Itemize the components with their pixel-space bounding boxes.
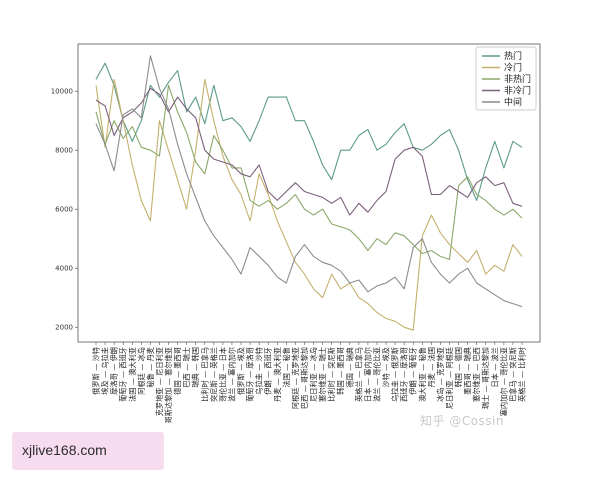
x-tick-label: 瑞士 — 哥斯达黎加 bbox=[481, 347, 490, 409]
x-tick-label: 澳大利亚 — 秘鲁 bbox=[418, 347, 427, 402]
y-tick-label: 10000 bbox=[51, 88, 73, 96]
y-tick-label: 6000 bbox=[55, 206, 73, 214]
x-tick-label: 德国 — 瑞典 bbox=[345, 347, 354, 388]
x-tick-label: 哥伦比亚 — 日本 bbox=[218, 347, 227, 402]
x-tick-label: 日本 — 波兰 bbox=[490, 347, 499, 388]
legend-label-2: 冷门 bbox=[504, 62, 522, 74]
x-axis: 俄罗斯 — 沙特 埃及 — 乌拉圭 摩洛哥 — 伊朗 葡萄牙 — 西班牙 法国 — 澳大… bbox=[92, 342, 527, 423]
x-tick-label: 西班牙 — 摩洛哥 bbox=[400, 347, 409, 402]
x-tick-label: 摩洛哥 — 伊朗 bbox=[110, 347, 119, 395]
x-tick-label: 日本 — 塞内加尔 bbox=[363, 347, 372, 402]
x-tick-label: 尼日利亚 — 冰岛 bbox=[309, 347, 318, 402]
series-line-1 bbox=[95, 62, 523, 201]
series-line-3 bbox=[95, 84, 523, 260]
y-tick-label: 4000 bbox=[55, 265, 73, 273]
x-tick-label: 突尼斯 — 英格兰 bbox=[209, 347, 218, 402]
x-tick-label: 韩国 — 德国 bbox=[454, 347, 463, 388]
x-tick-label: 法国 — 秘鲁 bbox=[282, 347, 291, 388]
series-layer bbox=[95, 55, 523, 331]
x-tick-label: 比利时 — 突尼斯 bbox=[327, 347, 336, 402]
x-tick-label: 沙特 — 埃及 bbox=[382, 347, 391, 388]
x-tick-label: 波兰 — 塞内加尔 bbox=[227, 347, 236, 402]
x-tick-label: 墨西哥 — 瑞典 bbox=[463, 347, 472, 395]
series-line-5 bbox=[95, 55, 523, 308]
x-tick-label: 哥斯达黎加 — 塞尔维亚 bbox=[164, 347, 173, 423]
x-tick-label: 阿根廷 — 冰岛 bbox=[137, 347, 146, 395]
x-tick-label: 克罗地亚 — 尼日利亚 bbox=[155, 347, 164, 416]
legend-box bbox=[475, 46, 537, 111]
y-tick-label: 2000 bbox=[55, 324, 73, 332]
x-tick-label: 乌拉圭 — 俄罗斯 bbox=[391, 347, 400, 402]
x-tick-label: 波兰 — 哥伦比亚 bbox=[372, 347, 381, 402]
legend-label-3: 非热门 bbox=[504, 73, 531, 85]
x-tick-label: 巴西 — 瑞士 bbox=[182, 347, 191, 388]
x-tick-label: 尼日利亚 — 阿根廷 bbox=[445, 347, 454, 409]
watermark: 知乎 @Cossin bbox=[420, 414, 504, 428]
x-tick-label: 葡萄牙 — 摩洛哥 bbox=[246, 347, 255, 402]
x-tick-label: 英格兰 — 比利时 bbox=[518, 347, 527, 402]
x-tick-label: 塞尔维亚 — 瑞士 bbox=[318, 347, 327, 402]
x-tick-label: 俄罗斯 — 沙特 bbox=[92, 347, 101, 395]
x-tick-label: 阿根廷 — 克罗地亚 bbox=[291, 347, 300, 409]
x-tick-label: 巴拿马 — 突尼斯 bbox=[508, 347, 517, 402]
x-tick-label: 冰岛 — 克罗地亚 bbox=[436, 347, 445, 402]
x-tick-label: 丹麦 — 法国 bbox=[427, 347, 436, 388]
x-tick-label: 秘鲁 — 丹麦 bbox=[146, 347, 155, 388]
site-badge[interactable]: xjlive168.com bbox=[12, 432, 164, 470]
x-tick-label: 塞内加尔 — 哥伦比亚 bbox=[499, 347, 508, 416]
series-line-4 bbox=[95, 87, 523, 216]
x-tick-label: 英格兰 — 巴拿马 bbox=[354, 347, 363, 402]
y-axis: 2000 4000 6000 8000 10000 bbox=[51, 88, 78, 332]
x-tick-label: 塞尔维亚 — 巴西 bbox=[472, 347, 481, 402]
x-tick-label: 葡萄牙 — 西班牙 bbox=[119, 347, 128, 402]
legend-label-5: 中间 bbox=[504, 96, 522, 108]
y-tick-label: 8000 bbox=[55, 147, 73, 155]
x-tick-label: 巴西 — 哥斯达黎加 bbox=[300, 347, 309, 409]
x-tick-label: 伊朗 — 葡萄牙 bbox=[409, 347, 418, 395]
x-tick-label: 德国 — 墨西哥 bbox=[173, 347, 182, 395]
x-tick-label: 埃及 — 乌拉圭 bbox=[101, 347, 110, 395]
x-tick-label: 韩国 — 墨西哥 bbox=[336, 347, 345, 395]
x-tick-label: 乌拉圭 — 沙特 bbox=[255, 347, 264, 395]
x-tick-label: 伊朗 — 西班牙 bbox=[264, 347, 273, 395]
x-tick-label: 法国 — 澳大利亚 bbox=[128, 347, 137, 402]
legend-label-1: 热门 bbox=[504, 50, 522, 62]
x-tick-label: 比利时 — 巴拿马 bbox=[200, 347, 209, 402]
x-tick-label: 瑞典 — 韩国 bbox=[191, 347, 200, 388]
x-tick-label: 俄罗斯 — 埃及 bbox=[237, 347, 246, 395]
legend-label-4: 非冷门 bbox=[504, 85, 531, 97]
x-tick-label: 丹麦 — 澳大利亚 bbox=[273, 347, 282, 402]
site-badge-text: xjlive168.com bbox=[22, 442, 107, 458]
